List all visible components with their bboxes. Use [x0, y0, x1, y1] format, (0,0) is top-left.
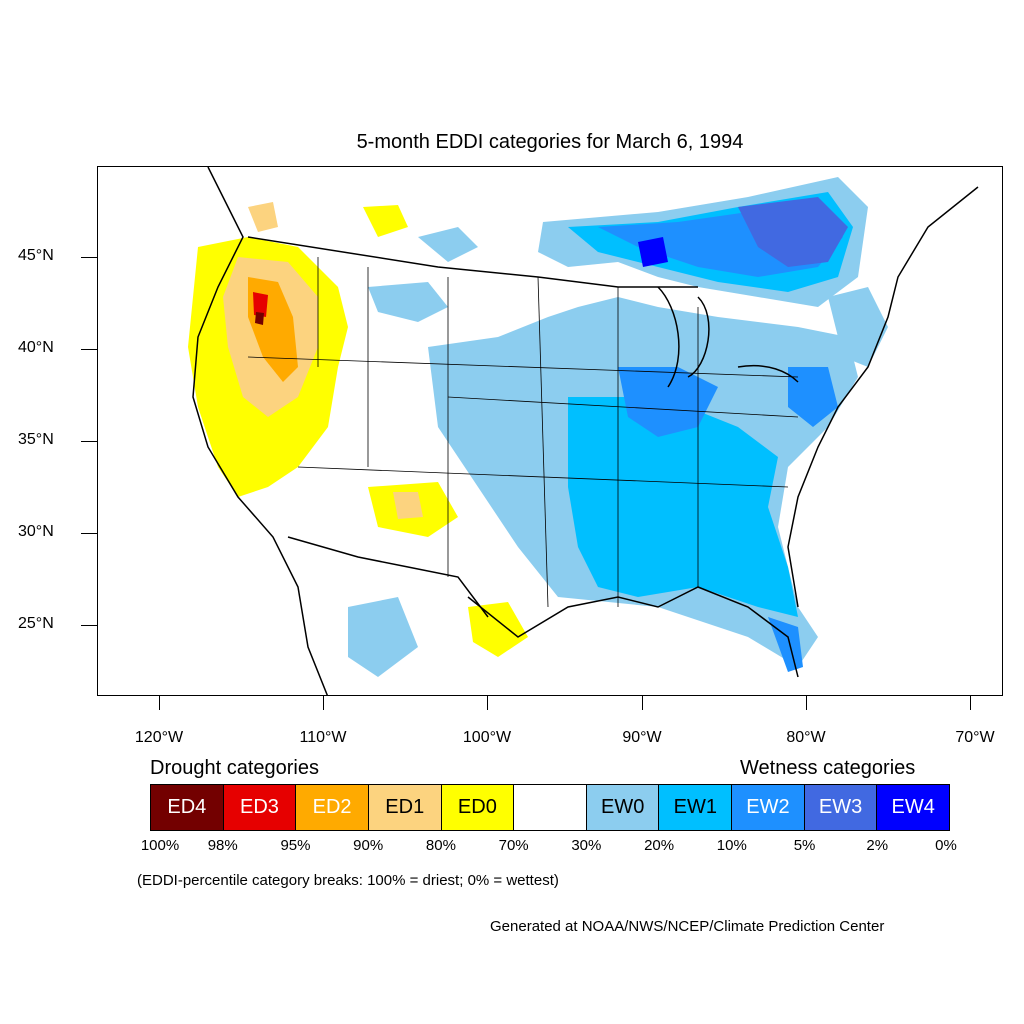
lat-label-25: 25°N [18, 615, 54, 632]
dry-region-west-ed4 [255, 312, 264, 325]
lon-tick-90 [642, 696, 643, 710]
legend-break-label: 80% [425, 837, 456, 854]
legend-break-label: 30% [571, 837, 602, 854]
credit-line: Generated at NOAA/NWS/NCEP/Climate Predi… [490, 918, 885, 935]
lon-label-120: 120°W [134, 729, 184, 746]
eddi-map [97, 166, 1003, 696]
legend-cell-ew1: EW1 [659, 785, 733, 830]
lat-tick-35 [81, 441, 97, 442]
legend-break-label: 10% [716, 837, 747, 854]
wet-region-nw-1 [418, 227, 478, 262]
lon-label-80: 80°W [786, 729, 826, 746]
legend-cell-ed3: ED3 [223, 785, 297, 830]
lat-label-40: 40°N [18, 339, 54, 356]
lat-label-30: 30°N [18, 523, 54, 540]
wet-region-west-1 [368, 282, 448, 322]
wet-region-atlantic-ew2 [788, 367, 838, 427]
dry-region-southwest-ed1 [393, 492, 423, 519]
legend-cell-ew3: EW3 [804, 785, 878, 830]
lon-tick-70 [970, 696, 971, 710]
legend-cell-neutral [514, 785, 587, 830]
gulf-coast [467, 586, 799, 678]
drought-categories-title: Drought categories [150, 757, 319, 779]
lon-tick-110 [323, 696, 324, 710]
wet-region-west-2 [348, 597, 418, 677]
legend-break-label: 98% [207, 837, 238, 854]
legend-cell-ed2: ED2 [296, 785, 369, 830]
dry-region-north-1 [363, 205, 408, 237]
legend-cell-ed0: ED0 [441, 785, 515, 830]
legend-cell-ed4: ED4 [151, 785, 224, 830]
lat-label-45: 45°N [18, 247, 54, 264]
great-lakes [657, 286, 799, 388]
legend-break-label: 0% [935, 837, 957, 854]
us-mexico-border [287, 536, 489, 618]
east-coast [787, 186, 979, 608]
dry-region-west-ed3 [253, 292, 268, 317]
dry-region-texas [468, 602, 528, 657]
wetness-categories-title: Wetness categories [740, 757, 916, 779]
wet-region-northeast [828, 287, 888, 367]
west-coast [192, 167, 329, 695]
wet-region-north-ew3 [738, 197, 848, 267]
lon-label-70: 70°W [955, 729, 995, 746]
state-lines [247, 257, 799, 608]
lat-tick-45 [81, 257, 97, 258]
legend-cell-ew2: EW2 [732, 785, 805, 830]
legend-cell-ed1: ED1 [368, 785, 442, 830]
wet-region-florida-ew2 [768, 617, 803, 672]
lat-tick-30 [81, 533, 97, 534]
category-note: (EDDI-percentile category breaks: 100% =… [137, 872, 559, 889]
lat-tick-25 [81, 625, 97, 626]
legend-cell-ew0: EW0 [586, 785, 660, 830]
wet-regions [348, 177, 888, 677]
legend-break-label: 100% [140, 837, 180, 854]
legend-break-label: 70% [498, 837, 529, 854]
lon-label-110: 110°W [299, 729, 347, 746]
wet-region-ohio-ew2 [618, 367, 718, 437]
legend-break-label: 90% [353, 837, 384, 854]
legend-colorbar: ED4 ED3 ED2 ED1 ED0 EW0 EW1 EW2 EW3 EW4 [150, 784, 950, 831]
lon-tick-100 [487, 696, 488, 710]
legend-cell-ew4: EW4 [877, 785, 950, 830]
lon-tick-80 [806, 696, 807, 710]
lon-label-100: 100°W [462, 729, 512, 746]
lon-tick-120 [159, 696, 160, 710]
lon-label-90: 90°W [622, 729, 662, 746]
dry-region-nw-coast [248, 202, 278, 232]
legend-break-label: 95% [280, 837, 311, 854]
map-canvas [188, 167, 979, 695]
dry-regions [188, 202, 528, 657]
wet-region-north-ew4 [638, 237, 668, 267]
legend-break-label: 20% [644, 837, 675, 854]
legend-break-label: 2% [866, 837, 889, 854]
lat-tick-40 [81, 349, 97, 350]
legend-break-label: 5% [793, 837, 816, 854]
lat-label-35: 35°N [18, 431, 54, 448]
map-title: 5-month EDDI categories for March 6, 199… [356, 131, 744, 153]
wet-region-south-ew1 [568, 397, 798, 617]
